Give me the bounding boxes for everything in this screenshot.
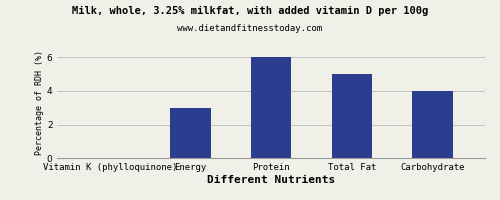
Text: www.dietandfitnesstoday.com: www.dietandfitnesstoday.com bbox=[178, 24, 322, 33]
Bar bbox=[251, 57, 292, 158]
Bar bbox=[170, 108, 210, 158]
Bar bbox=[332, 74, 372, 158]
X-axis label: Different Nutrients: Different Nutrients bbox=[207, 175, 336, 185]
Y-axis label: Percentage of RDH (%): Percentage of RDH (%) bbox=[35, 50, 44, 155]
Text: Milk, whole, 3.25% milkfat, with added vitamin D per 100g: Milk, whole, 3.25% milkfat, with added v… bbox=[72, 6, 428, 16]
Bar bbox=[412, 91, 453, 158]
